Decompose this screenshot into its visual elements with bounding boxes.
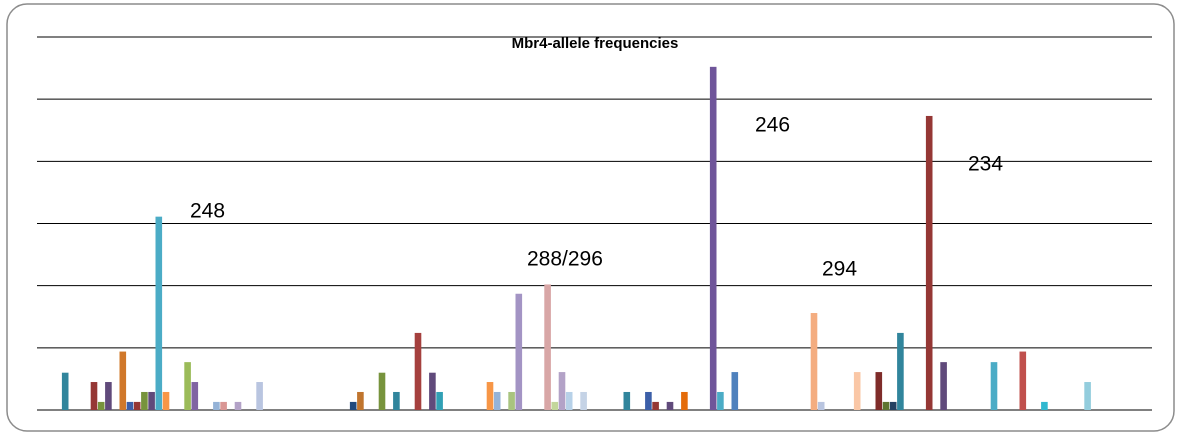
bar: [580, 391, 587, 410]
bar: [234, 401, 242, 410]
bar: [1019, 351, 1027, 410]
bar: [652, 401, 659, 410]
chart-title: Mbr4-allele frequencies: [512, 35, 679, 52]
bar: [666, 401, 674, 410]
bar: [925, 115, 933, 411]
bar: [191, 382, 199, 410]
bar: [875, 372, 883, 410]
bar: [105, 382, 112, 410]
bar: [731, 372, 739, 410]
annotation: 294: [822, 258, 857, 281]
bar: [126, 401, 134, 410]
bar: [515, 293, 523, 410]
bar: [349, 401, 357, 410]
annotation: 288/296: [527, 248, 603, 271]
bar: [1084, 382, 1091, 410]
bar: [393, 391, 400, 410]
bar: [486, 382, 494, 410]
bar: [623, 391, 631, 410]
bar: [897, 332, 904, 410]
bar: [61, 372, 69, 410]
bar: [133, 401, 141, 410]
bar: [681, 391, 688, 410]
bar: [141, 391, 148, 410]
bar: [810, 313, 818, 410]
annotation: 234: [968, 153, 1003, 176]
annotation: 246: [755, 114, 790, 137]
bar: [414, 332, 422, 410]
chart-frame: [6, 3, 1175, 432]
bar: [558, 372, 566, 410]
bar: [709, 66, 717, 410]
bar: [508, 391, 515, 410]
bar: [645, 391, 652, 410]
bar: [97, 401, 105, 410]
bar: [1041, 401, 1048, 410]
bar: [436, 391, 443, 410]
bar: [90, 382, 98, 410]
bar: [551, 401, 559, 410]
bar: [220, 401, 227, 410]
bar: [565, 391, 573, 410]
bar: [990, 362, 998, 410]
bar: [256, 382, 263, 410]
bar: [717, 391, 724, 410]
bar: [213, 401, 220, 410]
bar: [882, 401, 890, 410]
bar: [817, 401, 825, 410]
bar: [162, 391, 170, 410]
bar: [493, 391, 501, 410]
bar: [853, 372, 861, 410]
bar: [148, 391, 155, 410]
bar: [889, 401, 897, 410]
annotation: 248: [190, 200, 225, 223]
bar: [378, 372, 386, 410]
bar: [429, 372, 436, 410]
bar: [544, 284, 551, 410]
bar: [155, 216, 163, 410]
bar: [940, 362, 947, 410]
bar: [357, 391, 364, 410]
grid: [37, 36, 1152, 411]
bars: [61, 66, 1091, 411]
bar: [119, 351, 127, 410]
bar: [184, 362, 191, 410]
